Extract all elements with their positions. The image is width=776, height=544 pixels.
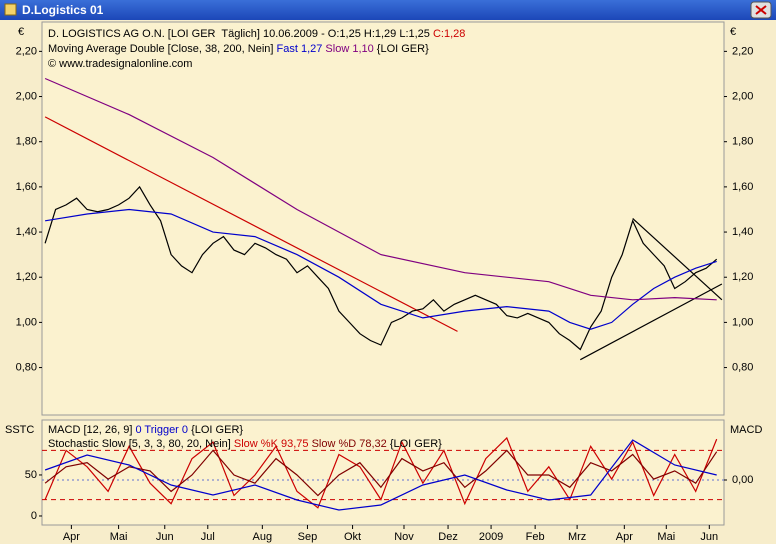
x-tick-label: Jul [201, 531, 215, 543]
x-tick-label: Okt [344, 531, 361, 543]
window-icon [4, 3, 17, 16]
legend-text: © www.tradesignalonline.com [48, 58, 192, 70]
legend-text: {LOI GER} [374, 43, 429, 55]
y-tick-label: 2,00 [732, 90, 753, 102]
legend-text: Fast 1,27 [277, 43, 323, 55]
legend-text: Stochastic Slow [5, 3, 3, 80, 20, Nein] [48, 438, 234, 450]
y-tick-label: 1,20 [16, 271, 37, 283]
close-icon [755, 5, 767, 15]
y-tick-label: 1,60 [16, 181, 37, 193]
y-tick-label: 1,80 [732, 136, 753, 148]
y-tick-label: 50 [25, 469, 37, 481]
x-tick-label: Mai [110, 531, 128, 543]
title-bar [0, 0, 776, 20]
y-tick-label: 1,00 [732, 316, 753, 328]
x-tick-label: Mrz [568, 531, 586, 543]
x-tick-label: Mai [657, 531, 675, 543]
price-panel [41, 21, 725, 416]
legend-line: D. LOGISTICS AG O.N. [LOI GER Täglich] 1… [48, 28, 465, 40]
y-tick-label: 2,20 [732, 45, 753, 57]
x-tick-label: Jun [156, 531, 174, 543]
oscillator-panel [41, 419, 725, 526]
legend-text: C:1,28 [433, 28, 465, 40]
legend-text: Slow %K 93,75 [234, 438, 309, 450]
y-tick-label: 1,20 [732, 271, 753, 283]
x-tick-label: Feb [526, 531, 545, 543]
y-axis-label: MACD [730, 424, 762, 436]
x-tick-label: Sep [298, 531, 318, 543]
trendline [44, 116, 458, 332]
x-tick-label: Apr [63, 531, 80, 543]
series-line [44, 77, 717, 301]
y-tick-label: 1,40 [16, 226, 37, 238]
y-tick-label: 2,20 [16, 45, 37, 57]
series-line [45, 208, 717, 330]
x-tick-label: 2009 [479, 531, 503, 543]
legend-line: Moving Average Double [Close, 38, 200, N… [48, 43, 429, 55]
legend-line: MACD [12, 26, 9] 0 Trigger 0 {LOI GER} [48, 424, 243, 436]
legend-text: Moving Average Double [Close, 38, 200, N… [48, 43, 277, 55]
window-title: D.Logistics 01 [22, 3, 104, 17]
x-tick-label: Nov [394, 531, 414, 543]
y-axis-label: SSTC [5, 424, 34, 436]
y-tick-label: 2,00 [16, 90, 37, 102]
x-tick-label: Apr [616, 531, 633, 543]
y-axis-label: € [18, 26, 24, 38]
series-line [44, 439, 717, 511]
legend-text: Slow 1,10 [325, 43, 373, 55]
y-tick-label: 1,80 [16, 136, 37, 148]
x-tick-label: Dez [438, 531, 458, 543]
legend-text: MACD [12, 26, 9] [48, 424, 135, 436]
y-axis-label: € [730, 26, 736, 38]
y-tick-label: 1,40 [732, 226, 753, 238]
y-tick-label: 1,60 [732, 181, 753, 193]
legend-text: D. LOGISTICS AG O.N. [LOI GER Täglich] 1… [48, 28, 433, 40]
legend-text: {LOI GER} [387, 438, 442, 450]
legend-line: © www.tradesignalonline.com [48, 58, 192, 70]
trendline [580, 283, 723, 361]
y-tick-label: 0,80 [732, 361, 753, 373]
legend-text: {LOI GER} [188, 424, 243, 436]
legend-text: 0 Trigger 0 [135, 424, 188, 436]
series-line [44, 185, 718, 351]
x-tick-label: Jun [700, 531, 718, 543]
legend-line: Stochastic Slow [5, 3, 3, 80, 20, Nein] … [48, 438, 442, 450]
trendline [632, 218, 723, 301]
x-tick-label: Aug [253, 531, 273, 543]
legend-text: Slow %D 78,32 [312, 438, 387, 450]
y-tick-label: 0 [31, 510, 37, 522]
y-tick-label: 0,80 [16, 361, 37, 373]
y2-tick-label: 0,00 [732, 474, 753, 486]
y-tick-label: 1,00 [16, 316, 37, 328]
